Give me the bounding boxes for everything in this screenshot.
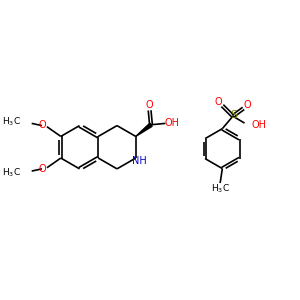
Text: S: S [230, 110, 237, 120]
Text: O: O [215, 97, 222, 107]
Polygon shape [136, 123, 152, 136]
Text: O: O [244, 100, 251, 110]
Text: H$_3$C: H$_3$C [2, 116, 21, 128]
Text: NH: NH [132, 156, 146, 167]
Text: H$_3$C: H$_3$C [211, 182, 230, 195]
Text: O: O [39, 164, 46, 174]
Text: OH: OH [164, 118, 179, 128]
Text: OH: OH [251, 120, 266, 130]
Text: O: O [146, 100, 153, 110]
Text: O: O [39, 120, 46, 130]
Text: H$_3$C: H$_3$C [2, 167, 21, 179]
